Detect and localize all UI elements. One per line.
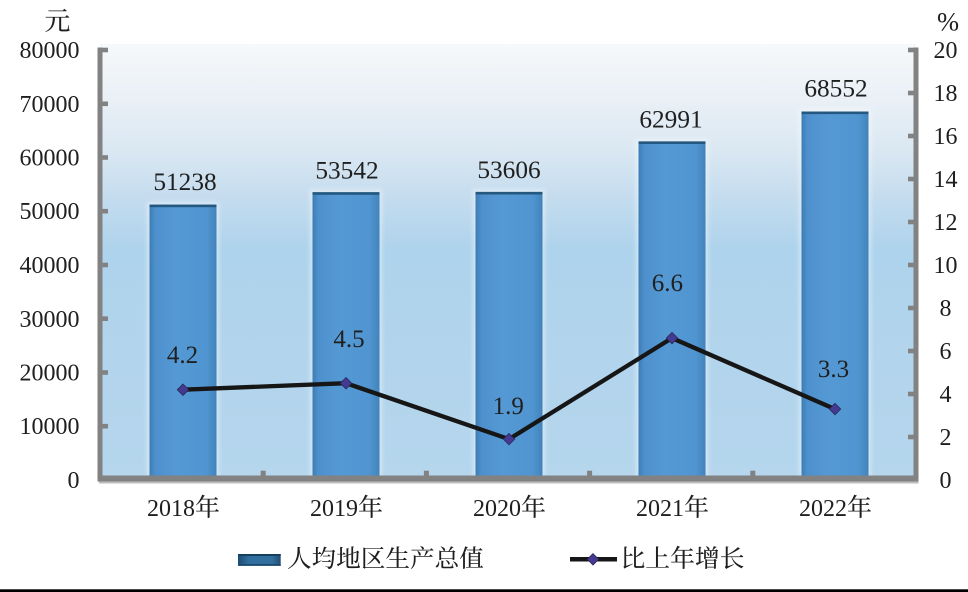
svg-text:1.9: 1.9 bbox=[493, 393, 524, 420]
svg-text:51238: 51238 bbox=[153, 168, 216, 196]
svg-text:2022: 2022 bbox=[799, 496, 847, 522]
svg-text:2021: 2021 bbox=[636, 496, 684, 522]
svg-text:2020: 2020 bbox=[473, 496, 521, 522]
svg-text:10: 10 bbox=[934, 253, 958, 279]
svg-text:14: 14 bbox=[934, 167, 958, 193]
svg-text:62991: 62991 bbox=[639, 105, 702, 133]
svg-text:3.3: 3.3 bbox=[818, 356, 849, 383]
svg-text:53542: 53542 bbox=[315, 156, 378, 184]
svg-text:2: 2 bbox=[940, 425, 952, 451]
svg-text:8: 8 bbox=[940, 296, 952, 322]
svg-text:18: 18 bbox=[934, 81, 958, 107]
svg-text:0: 0 bbox=[940, 468, 952, 494]
svg-text:30000: 30000 bbox=[20, 307, 80, 333]
svg-text:6: 6 bbox=[940, 339, 952, 365]
svg-text:2018: 2018 bbox=[147, 496, 195, 522]
svg-text:4: 4 bbox=[940, 382, 952, 408]
svg-text:20000: 20000 bbox=[20, 361, 80, 387]
svg-text:68552: 68552 bbox=[804, 74, 867, 102]
svg-text:53606: 53606 bbox=[477, 156, 540, 184]
svg-text:12: 12 bbox=[934, 210, 958, 236]
svg-text:4.2: 4.2 bbox=[167, 342, 198, 369]
svg-text:20: 20 bbox=[934, 38, 958, 64]
svg-text:0: 0 bbox=[68, 468, 80, 494]
svg-text:50000: 50000 bbox=[20, 199, 80, 225]
svg-text:4.5: 4.5 bbox=[333, 326, 364, 353]
svg-text:16: 16 bbox=[934, 124, 958, 150]
svg-text:60000: 60000 bbox=[20, 146, 80, 172]
svg-text:80000: 80000 bbox=[20, 38, 80, 64]
svg-text:2019: 2019 bbox=[310, 496, 358, 522]
svg-text:40000: 40000 bbox=[20, 253, 80, 279]
svg-text:10000: 10000 bbox=[20, 414, 80, 440]
svg-text:70000: 70000 bbox=[20, 92, 80, 118]
svg-text:6.6: 6.6 bbox=[652, 270, 683, 297]
svg-text:%: % bbox=[937, 7, 959, 37]
